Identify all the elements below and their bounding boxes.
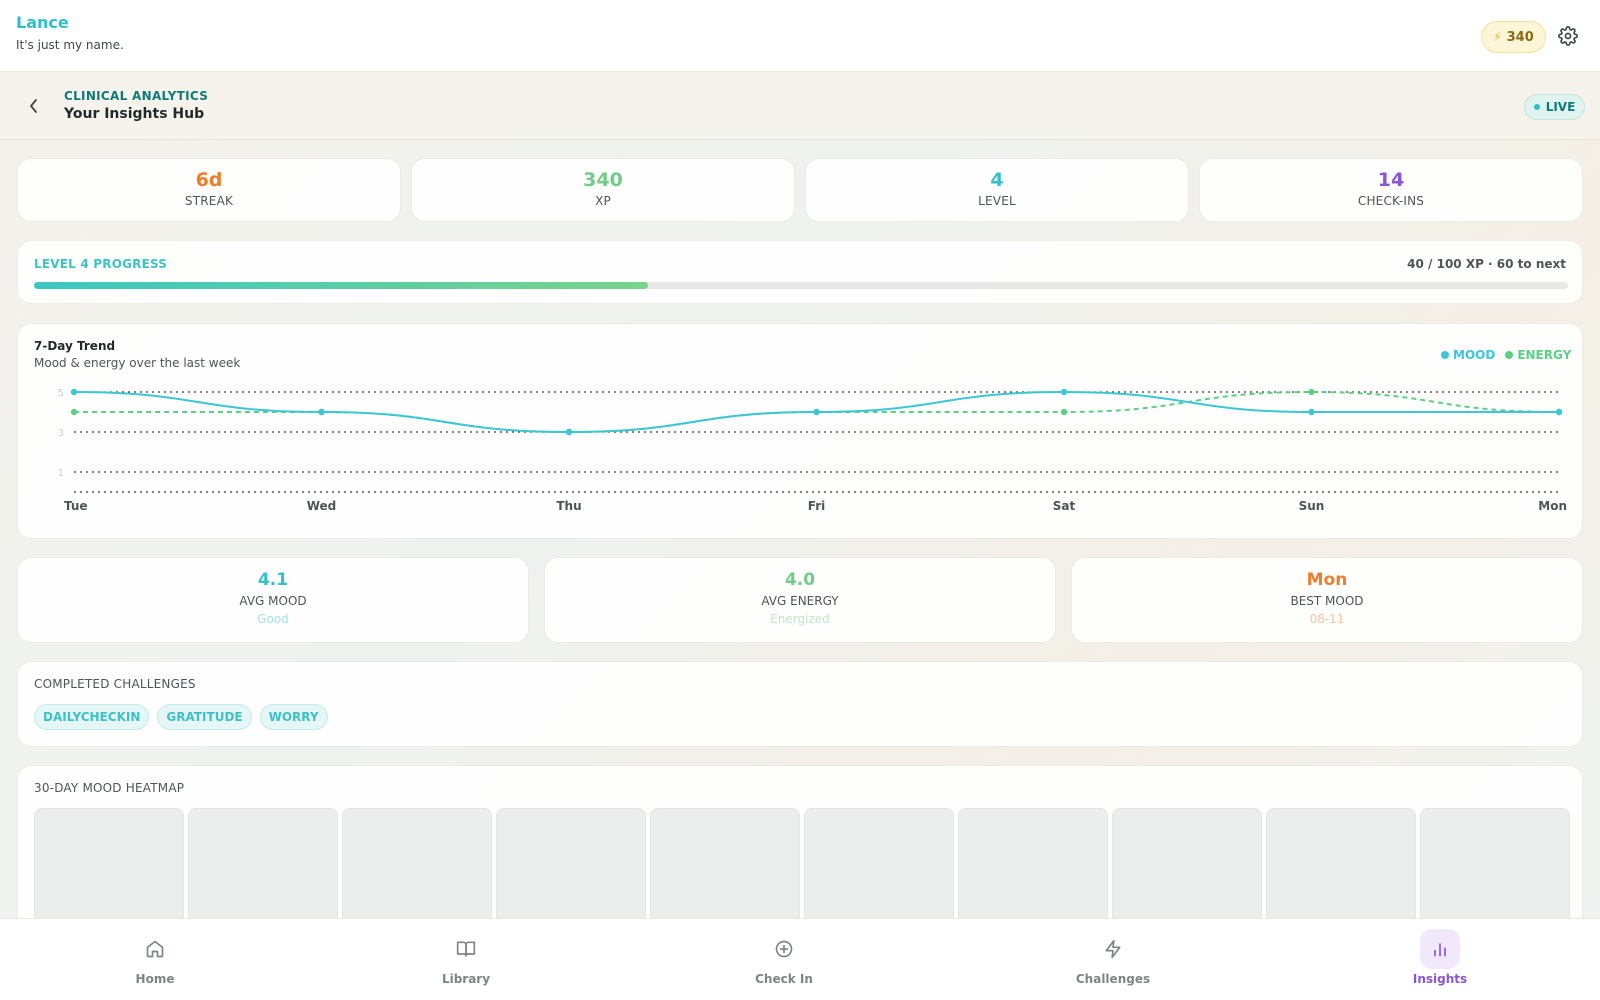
nav-item-home[interactable]: Home: [95, 919, 215, 1000]
book-icon: [446, 929, 486, 969]
nav-label: Home: [135, 972, 175, 986]
x-tick-label: Tue: [64, 499, 88, 513]
progress-detail: 40 / 100 XP · 60 to next: [1407, 257, 1566, 271]
avg-label: AVG MOOD: [239, 594, 307, 608]
live-dot-icon: [1533, 104, 1540, 110]
legend-label: ENERGY: [1517, 348, 1572, 362]
avg-value: 4.0: [784, 570, 816, 590]
x-tick-label: Thu: [556, 499, 581, 513]
nav-item-check-in[interactable]: Check In: [724, 919, 844, 1000]
nav-label: Check In: [755, 972, 813, 986]
user-tagline: It's just my name.: [16, 38, 124, 52]
avg-value: 4.1: [257, 570, 289, 590]
bottom-nav: Home Library Check In Challenges Insight…: [0, 918, 1600, 1000]
nav-item-library[interactable]: Library: [406, 919, 526, 1000]
home-icon: [135, 929, 175, 969]
progress-fill: [34, 282, 648, 289]
stat-label: CHECK-INS: [1357, 194, 1425, 208]
nav-item-challenges[interactable]: Challenges: [1053, 919, 1173, 1000]
avg-value: Mon: [1306, 570, 1348, 590]
level-progress-card: LEVEL 4 PROGRESS 40 / 100 XP · 60 to nex…: [17, 240, 1583, 304]
avg-sublabel: Good: [257, 612, 289, 626]
legend-label: MOOD: [1453, 348, 1496, 362]
x-tick-label: Wed: [307, 499, 337, 513]
chevron-left-icon[interactable]: [26, 96, 42, 116]
x-tick-label: Fri: [808, 499, 825, 513]
best-mood-card: Mon BEST MOOD 08-11: [1071, 557, 1583, 643]
page-title: Your Insights Hub: [64, 106, 205, 122]
nav-item-insights[interactable]: Insights: [1380, 919, 1500, 1000]
stat-value: 14: [1377, 169, 1405, 191]
challenge-chip[interactable]: GRATITUDE: [157, 704, 252, 730]
stat-label: LEVEL: [978, 194, 1016, 208]
avg-sublabel: 08-11: [1309, 612, 1345, 626]
legend-item-energy: ENERGY: [1505, 348, 1571, 362]
progress-track: [34, 282, 1568, 289]
stat-label: STREAK: [184, 194, 234, 208]
chart-title: 7-Day Trend: [34, 339, 116, 353]
xp-badge[interactable]: ⚡ 340: [1481, 21, 1546, 53]
data-point-energy: [1060, 408, 1068, 416]
section-title: COMPLETED CHALLENGES: [34, 677, 196, 691]
avg-label: AVG ENERGY: [761, 594, 839, 608]
completed-challenges-card: COMPLETED CHALLENGES DAILYCHECKIN GRATIT…: [17, 661, 1583, 747]
stat-value: 4: [990, 169, 1004, 191]
plus-circle-icon: [764, 929, 804, 969]
live-badge: LIVE: [1524, 94, 1585, 120]
stat-label: XP: [595, 194, 611, 208]
x-tick-label: Mon: [1538, 499, 1567, 513]
progress-title: LEVEL 4 PROGRESS: [34, 257, 168, 271]
xp-value: 340: [1506, 29, 1534, 45]
chart-legend: MOOD ENERGY: [1441, 348, 1571, 362]
trend-chart-card: 7-Day Trend Mood & energy over the last …: [17, 323, 1583, 539]
y-tick-label: 3: [58, 428, 64, 439]
data-point-mood: [1555, 408, 1563, 416]
bar-chart-icon: [1420, 929, 1460, 969]
top-bar: Lance It's just my name. ⚡ 340: [0, 0, 1600, 72]
x-tick-label: Sat: [1053, 499, 1076, 513]
challenge-chips: DAILYCHECKIN GRATITUDE WORRY: [34, 704, 328, 730]
challenge-chip[interactable]: DAILYCHECKIN: [34, 704, 150, 730]
data-point-mood: [1308, 408, 1315, 416]
stat-card-streak: 6d STREAK: [17, 158, 401, 222]
data-point-energy: [1308, 388, 1315, 396]
bolt-icon: [1093, 929, 1133, 969]
stat-card-check-ins: 14 CHECK-INS: [1199, 158, 1583, 222]
data-point-energy: [70, 408, 78, 416]
nav-label: Challenges: [1075, 972, 1151, 986]
page-kicker: CLINICAL ANALYTICS: [64, 89, 209, 103]
data-point-mood: [1060, 388, 1068, 396]
stat-value: 6d: [195, 169, 223, 191]
y-tick-label: 1: [58, 468, 64, 479]
section-title: 30-DAY MOOD HEATMAP: [34, 781, 185, 795]
y-tick-label: 5: [58, 388, 64, 399]
stat-card-xp: 340 XP: [411, 158, 795, 222]
avg-sublabel: Energized: [770, 612, 830, 626]
data-point-mood: [318, 408, 325, 416]
trend-chart: 5 3 1 Tue Wed Thu Fri Sat Sun Mon: [58, 388, 1567, 513]
stat-card-level: 4 LEVEL: [805, 158, 1189, 222]
live-label: LIVE: [1545, 100, 1576, 114]
bolt-icon: ⚡: [1493, 30, 1502, 44]
user-name: Lance: [16, 13, 69, 32]
legend-dot: [1441, 351, 1449, 359]
stat-value: 340: [583, 169, 623, 191]
x-tick-label: Sun: [1299, 499, 1325, 513]
page-header: CLINICAL ANALYTICS Your Insights Hub LIV…: [0, 72, 1600, 140]
avg-mood-card: 4.1 AVG MOOD Good: [17, 557, 529, 643]
gear-icon[interactable]: [1558, 26, 1578, 46]
data-point-mood: [70, 388, 78, 396]
nav-label: Library: [441, 972, 491, 986]
data-point-mood: [813, 408, 820, 416]
nav-label: Insights: [1412, 972, 1468, 986]
data-point-mood: [565, 428, 573, 436]
avg-label: BEST MOOD: [1290, 594, 1364, 608]
chart-subtitle: Mood & energy over the last week: [34, 356, 241, 370]
avg-energy-card: 4.0 AVG ENERGY Energized: [544, 557, 1056, 643]
challenge-chip[interactable]: WORRY: [259, 704, 328, 730]
legend-dot: [1505, 351, 1514, 359]
legend-item-mood: MOOD: [1441, 348, 1495, 362]
